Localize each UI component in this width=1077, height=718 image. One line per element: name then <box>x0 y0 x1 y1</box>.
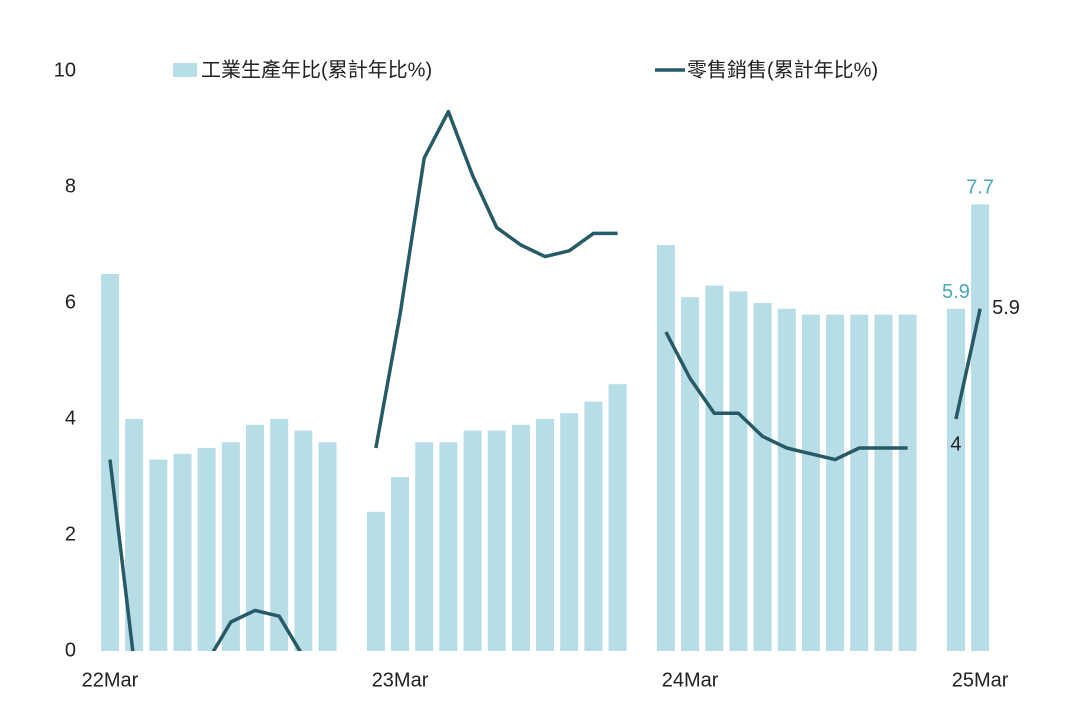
bar <box>487 430 506 651</box>
bar <box>391 477 410 651</box>
bar <box>560 413 579 651</box>
bar <box>366 511 385 651</box>
bar <box>946 308 965 651</box>
line <box>108 459 302 651</box>
bar <box>318 442 337 651</box>
x-tick-label: 23Mar <box>372 669 429 691</box>
line <box>954 308 982 420</box>
bar <box>246 424 265 651</box>
line <box>664 331 908 462</box>
y-tick-label: 4 <box>65 407 76 429</box>
bar <box>874 314 893 651</box>
legend-label: 零售銷售(累計年比%) <box>687 58 878 81</box>
y-tick-label: 8 <box>65 175 76 197</box>
bar <box>971 204 990 651</box>
bar <box>729 291 748 651</box>
bar <box>753 303 772 651</box>
bar <box>463 430 482 651</box>
bar <box>125 419 144 651</box>
x-tick-label: 24Mar <box>662 669 719 691</box>
data-label: 5.9 <box>992 297 1020 319</box>
bar <box>850 314 869 651</box>
y-tick-label: 10 <box>54 59 76 81</box>
line <box>374 109 618 449</box>
y-tick-label: 2 <box>65 523 76 545</box>
bar <box>681 297 700 651</box>
bar <box>511 424 530 651</box>
bar <box>173 453 192 651</box>
data-label: 4 <box>950 433 961 455</box>
bar <box>221 442 240 651</box>
bar <box>898 314 917 651</box>
y-tick-label: 6 <box>65 291 76 313</box>
bar <box>270 419 289 651</box>
bar <box>777 308 796 651</box>
bar <box>826 314 845 651</box>
bar <box>536 419 555 651</box>
bar <box>439 442 458 651</box>
bar <box>801 314 820 651</box>
legend-swatch <box>173 63 197 77</box>
bar <box>705 285 724 651</box>
bar <box>415 442 434 651</box>
bar <box>149 459 168 651</box>
bar <box>584 401 603 651</box>
x-tick-label: 25Mar <box>952 669 1009 691</box>
x-tick-label: 22Mar <box>82 669 139 691</box>
data-label: 5.9 <box>942 281 970 303</box>
bar <box>294 430 313 651</box>
legend-label: 工業生產年比(累計年比%) <box>201 58 432 81</box>
bar <box>656 245 675 651</box>
bar <box>608 384 627 651</box>
y-tick-label: 0 <box>65 639 76 661</box>
data-label: 7.7 <box>966 177 994 199</box>
bar <box>197 448 216 651</box>
